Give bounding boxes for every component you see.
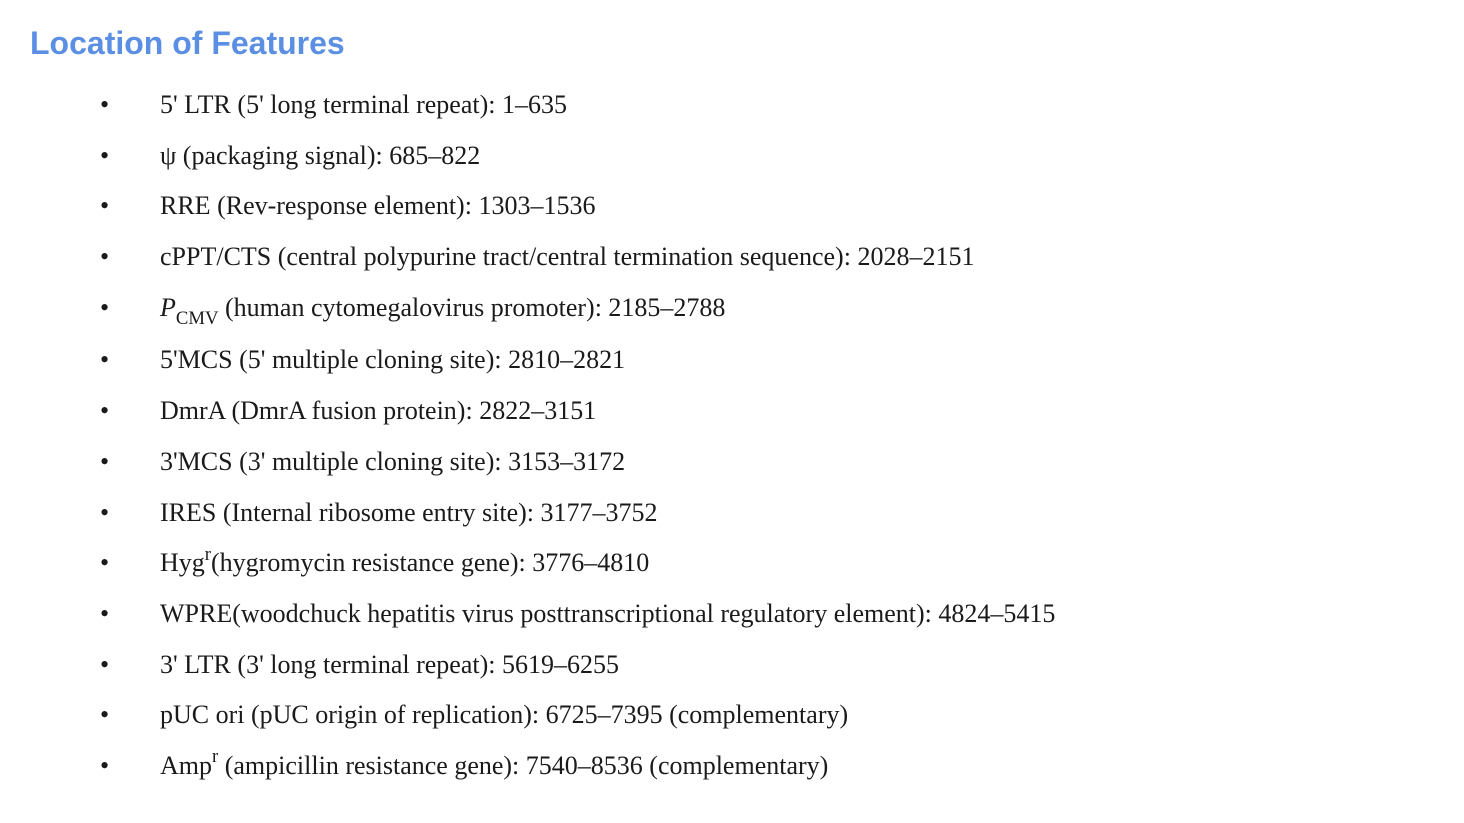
feature-suffix: (complementary) [643, 751, 829, 780]
feature-name: IRES [160, 498, 216, 527]
feature-item: 5'MCS (5' multiple cloning site): 2810–2… [100, 335, 1434, 386]
feature-description: (5' long terminal repeat): [237, 90, 502, 119]
feature-name: 3'MCS [160, 447, 233, 476]
feature-description: (ampicillin resistance gene): [225, 751, 526, 780]
feature-name: PCMV [160, 293, 219, 322]
feature-name: WPRE [160, 599, 232, 628]
feature-range: 2185–2788 [608, 293, 725, 322]
feature-item: pUC ori (pUC origin of replication): 672… [100, 690, 1434, 741]
feature-description: (woodchuck hepatitis virus posttranscrip… [232, 599, 938, 628]
feature-item: Hygr(hygromycin resistance gene): 3776–4… [100, 538, 1434, 589]
feature-range: 2810–2821 [508, 345, 625, 374]
feature-item: RRE (Rev-response element): 1303–1536 [100, 181, 1434, 232]
feature-item: 3'MCS (3' multiple cloning site): 3153–3… [100, 437, 1434, 488]
feature-description: (human cytomegalovirus promoter): [225, 293, 608, 322]
feature-description: (3' multiple cloning site): [239, 447, 508, 476]
feature-range: 7540–8536 [526, 751, 643, 780]
feature-range: 3776–4810 [532, 548, 649, 577]
feature-description: (5' multiple cloning site): [239, 345, 508, 374]
feature-name: Hygr [160, 548, 211, 577]
feature-name: cPPT/CTS [160, 242, 271, 271]
feature-name: ψ [160, 141, 176, 170]
feature-description: (central polypurine tract/central termin… [278, 242, 858, 271]
feature-item: WPRE(woodchuck hepatitis virus posttrans… [100, 589, 1434, 640]
feature-range: 1–635 [502, 90, 567, 119]
feature-item: IRES (Internal ribosome entry site): 317… [100, 488, 1434, 539]
feature-name: Ampr [160, 751, 218, 780]
feature-item: Ampr (ampicillin resistance gene): 7540–… [100, 741, 1434, 792]
feature-range: 3153–3172 [508, 447, 625, 476]
feature-suffix: (complementary) [663, 700, 849, 729]
feature-name: 3' LTR [160, 650, 231, 679]
feature-name: RRE [160, 191, 211, 220]
feature-item: cPPT/CTS (central polypurine tract/centr… [100, 232, 1434, 283]
feature-range: 5619–6255 [502, 650, 619, 679]
feature-range: 2822–3151 [479, 396, 596, 425]
feature-range: 685–822 [389, 141, 480, 170]
section-heading: Location of Features [30, 25, 1434, 62]
feature-range: 3177–3752 [541, 498, 658, 527]
feature-item: PCMV (human cytomegalovirus promoter): 2… [100, 283, 1434, 336]
feature-description: (DmrA fusion protein): [232, 396, 480, 425]
feature-description: (pUC origin of replication): [251, 700, 546, 729]
feature-list: 5' LTR (5' long terminal repeat): 1–635ψ… [30, 80, 1434, 792]
feature-description: (Internal ribosome entry site): [223, 498, 541, 527]
feature-description: (3' long terminal repeat): [237, 650, 502, 679]
feature-item: 3' LTR (3' long terminal repeat): 5619–6… [100, 640, 1434, 691]
feature-range: 2028–2151 [857, 242, 974, 271]
feature-range: 6725–7395 [546, 700, 663, 729]
feature-item: 5' LTR (5' long terminal repeat): 1–635 [100, 80, 1434, 131]
feature-name: pUC ori [160, 700, 245, 729]
feature-name: DmrA [160, 396, 225, 425]
feature-name: 5' LTR [160, 90, 231, 119]
feature-item: DmrA (DmrA fusion protein): 2822–3151 [100, 386, 1434, 437]
feature-description: (Rev-response element): [217, 191, 478, 220]
feature-name: 5'MCS [160, 345, 233, 374]
feature-range: 4824–5415 [938, 599, 1055, 628]
feature-range: 1303–1536 [478, 191, 595, 220]
feature-description: (packaging signal): [183, 141, 390, 170]
feature-item: ψ (packaging signal): 685–822 [100, 131, 1434, 182]
feature-description: (hygromycin resistance gene): [211, 548, 532, 577]
